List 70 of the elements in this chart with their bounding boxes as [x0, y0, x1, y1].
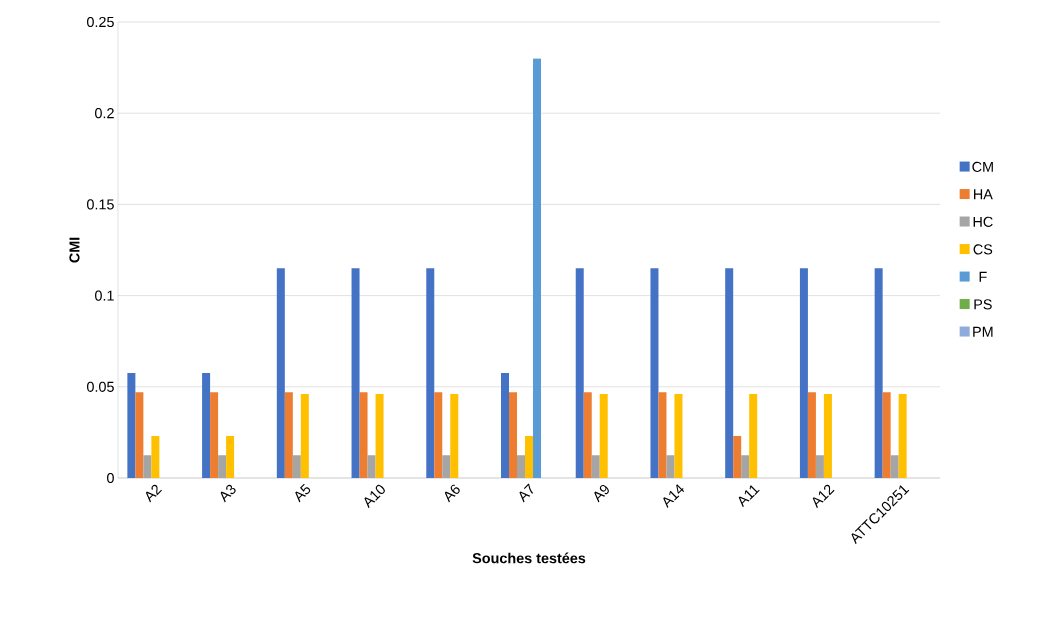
bar	[882, 392, 891, 478]
bar	[666, 455, 675, 478]
bar	[300, 394, 309, 478]
bar	[501, 373, 510, 478]
legend-label: F	[979, 271, 987, 282]
bar	[135, 392, 144, 478]
y-tick-label: 0.15	[87, 199, 114, 210]
x-axis-title: Souches testées	[472, 552, 586, 564]
x-tick-label: A3	[220, 484, 236, 503]
x-tick-label: A10	[364, 484, 385, 509]
bar	[733, 436, 742, 478]
x-tick-label: A12	[812, 484, 835, 509]
bar	[442, 455, 451, 478]
x-tick-label: A5	[295, 483, 311, 503]
bar	[658, 392, 667, 478]
bar	[898, 394, 907, 478]
bar	[127, 373, 136, 478]
y-tick-label: 0.25	[87, 16, 114, 28]
bar	[426, 268, 435, 478]
legend-label: CS	[973, 244, 993, 255]
y-tick-label: 0	[107, 472, 114, 484]
bar	[284, 392, 293, 478]
legend-label: CM	[972, 161, 993, 172]
x-tick-label: A9	[594, 484, 609, 503]
bar	[815, 455, 824, 478]
bar	[650, 268, 659, 478]
x-tick-label: A6	[444, 484, 460, 503]
bar	[367, 455, 376, 478]
bar	[575, 268, 584, 478]
y-axis-title: CMI	[69, 237, 80, 263]
bar	[583, 392, 592, 478]
legend-label: PS	[974, 299, 992, 310]
bar	[725, 268, 734, 478]
x-tick-label: A7	[519, 483, 534, 503]
bar	[202, 373, 211, 478]
bar	[807, 392, 816, 478]
bar	[591, 455, 600, 478]
bar	[509, 392, 518, 478]
bar	[599, 394, 608, 478]
bar	[143, 455, 152, 478]
x-tick-label: A11	[738, 485, 760, 508]
bar	[874, 268, 883, 478]
bar	[359, 392, 368, 478]
bar	[823, 394, 832, 478]
bar	[276, 268, 285, 478]
bar	[533, 58, 542, 478]
x-tick-label: A14	[663, 484, 685, 509]
bar	[434, 392, 443, 478]
legend-label: PM	[973, 326, 993, 337]
bar	[799, 268, 808, 478]
bar	[151, 436, 160, 478]
bar	[890, 455, 899, 478]
bar	[351, 268, 360, 478]
y-tick-label: 0.2	[95, 108, 114, 119]
bar	[517, 455, 526, 478]
bar	[450, 394, 459, 478]
bar	[218, 455, 227, 478]
y-tick-label: 0.05	[87, 381, 114, 392]
bar	[741, 455, 750, 478]
bar	[226, 436, 235, 478]
y-tick-label: 0.1	[95, 290, 114, 301]
legend-label: HC	[973, 216, 993, 227]
bar	[292, 455, 301, 478]
bar	[375, 394, 384, 478]
legend-label: HA	[974, 189, 993, 200]
bar	[674, 394, 683, 478]
bar	[749, 394, 758, 478]
bar	[525, 436, 534, 478]
bar	[210, 392, 219, 478]
x-tick-label: A2	[145, 484, 162, 503]
